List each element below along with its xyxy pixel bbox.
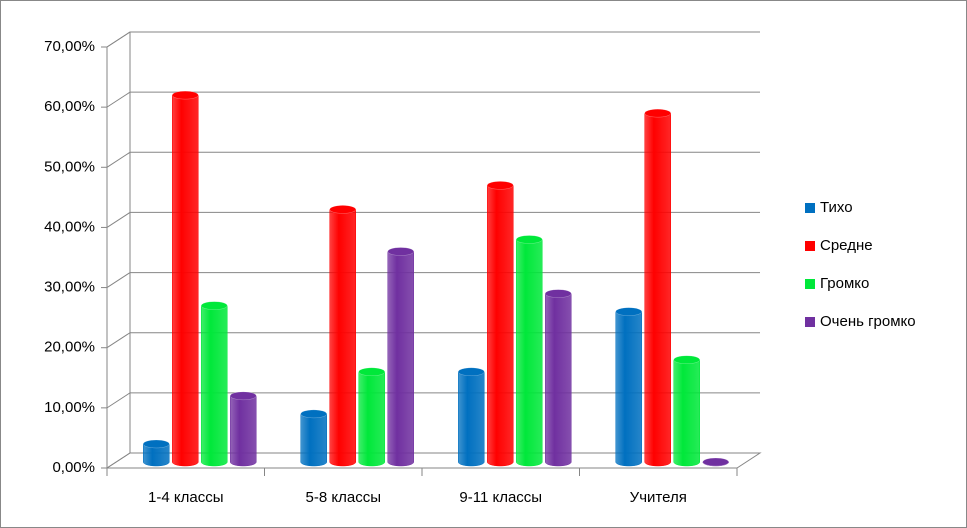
legend-label: Громко	[820, 275, 869, 292]
legend-swatch	[805, 317, 815, 327]
bar	[230, 395, 257, 467]
y-tick-label: 50,00%	[44, 158, 95, 175]
bar	[387, 251, 414, 467]
bar-top	[300, 409, 327, 419]
legend-label: Очень громко	[820, 313, 916, 330]
bar-top	[230, 391, 257, 401]
y-tick-label: 40,00%	[44, 218, 95, 235]
grid-line	[106, 31, 760, 48]
bar	[458, 371, 485, 467]
bar-top	[702, 457, 729, 467]
grid-line	[106, 151, 760, 168]
bar-top	[358, 367, 385, 377]
bar	[615, 311, 642, 467]
bar-top	[387, 247, 414, 256]
y-tick-label: 10,00%	[44, 399, 95, 416]
bar	[516, 239, 543, 467]
bar-top	[172, 90, 199, 100]
bar-top	[458, 367, 485, 377]
bar	[545, 293, 572, 467]
bar-top	[201, 301, 228, 310]
legend-label: Средне	[820, 237, 873, 254]
y-tick-label: 60,00%	[44, 98, 95, 115]
x-tick-label: 1-4 классы	[148, 489, 223, 506]
bar-top	[329, 205, 356, 214]
y-tick-label: 20,00%	[44, 339, 95, 356]
x-tick-label: 9-11 классы	[459, 489, 542, 506]
bar	[143, 443, 170, 467]
bar-top	[673, 355, 700, 365]
grid-line	[106, 91, 760, 108]
bar	[201, 305, 228, 467]
x-tick-label: 5-8 классы	[306, 489, 381, 506]
legend-swatch	[805, 241, 815, 251]
bar	[673, 359, 700, 467]
legend-label: Тихо	[820, 199, 853, 216]
bar	[644, 112, 671, 467]
legend-swatch	[805, 279, 815, 289]
bar-top	[516, 235, 543, 244]
bar	[487, 185, 514, 467]
y-tick-label: 70,00%	[44, 38, 95, 55]
bar-top	[143, 439, 170, 449]
bar-top	[615, 307, 642, 316]
bar-top	[487, 181, 514, 190]
y-tick-label: 30,00%	[44, 279, 95, 296]
bar	[172, 94, 199, 467]
grid-line	[106, 211, 760, 228]
x-tick-label: Учителя	[630, 489, 687, 506]
bar	[358, 371, 385, 467]
legend-swatch	[805, 203, 815, 213]
bar-top	[545, 289, 572, 298]
grid-line	[106, 272, 760, 288]
y-tick-label: 0,00%	[52, 459, 95, 476]
bar	[300, 413, 327, 467]
bar-top	[644, 108, 671, 118]
bar	[329, 209, 356, 467]
